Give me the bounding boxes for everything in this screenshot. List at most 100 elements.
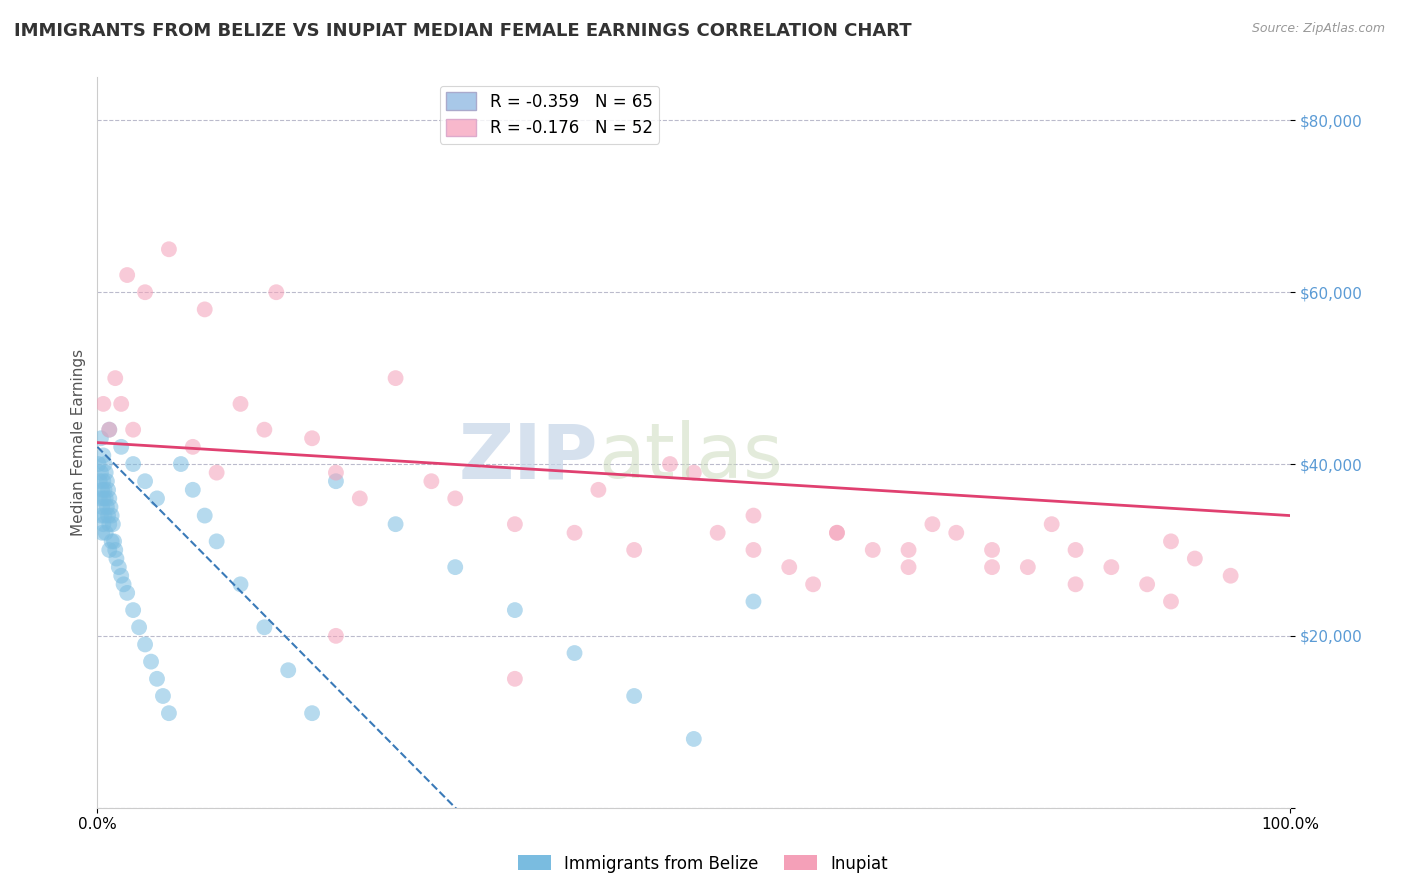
Point [110,440,132,454]
Point [98,423,121,437]
Point [103,534,125,549]
Point [110,397,132,411]
Point [1184,551,1206,566]
Point [1099,560,1122,574]
Point [778,560,800,574]
Point [100,508,122,523]
Point [90,431,112,445]
Point [921,517,943,532]
Point [96,474,118,488]
Point [98,491,121,506]
Point [325,629,347,643]
Point [325,474,347,488]
Point [1160,594,1182,608]
Point [1219,568,1241,582]
Point [682,466,704,480]
Point [122,423,145,437]
Point [134,474,156,488]
Point [194,302,217,317]
Legend: Immigrants from Belize, Inupiat: Immigrants from Belize, Inupiat [512,848,894,880]
Point [146,672,169,686]
Point [104,371,127,385]
Text: ZIP: ZIP [458,420,599,494]
Point [89,474,111,488]
Point [742,543,765,558]
Point [1136,577,1159,591]
Point [384,371,406,385]
Text: atlas: atlas [599,420,783,494]
Point [90,508,112,523]
Point [277,663,299,677]
Point [146,491,169,506]
Point [157,242,180,256]
Point [325,466,347,480]
Point [91,491,114,506]
Point [108,560,131,574]
Point [1160,534,1182,549]
Point [706,525,728,540]
Point [110,568,132,582]
Point [588,483,610,497]
Point [90,466,112,480]
Point [266,285,288,300]
Point [97,483,120,497]
Point [96,500,118,514]
Point [100,500,122,514]
Point [91,483,114,497]
Point [205,466,228,480]
Point [1017,560,1039,574]
Text: IMMIGRANTS FROM BELIZE VS INUPIAT MEDIAN FEMALE EARNINGS CORRELATION CHART: IMMIGRANTS FROM BELIZE VS INUPIAT MEDIAN… [14,22,911,40]
Point [91,474,114,488]
Point [115,586,138,600]
Point [384,517,406,532]
Point [1064,543,1087,558]
Point [122,603,145,617]
Point [825,525,848,540]
Point [104,543,127,558]
Point [897,560,920,574]
Point [862,543,884,558]
Point [93,508,115,523]
Point [564,525,586,540]
Point [444,560,467,574]
Point [623,543,645,558]
Point [945,525,967,540]
Point [93,457,115,471]
Point [1064,577,1087,591]
Point [87,457,110,471]
Point [564,646,586,660]
Point [115,268,138,282]
Point [301,706,323,721]
Point [742,594,765,608]
Point [94,491,117,506]
Point [623,689,645,703]
Point [94,466,117,480]
Point [91,525,114,540]
Point [682,731,704,746]
Point [101,517,124,532]
Point [981,560,1004,574]
Point [105,551,128,566]
Point [229,577,252,591]
Point [444,491,467,506]
Point [503,603,526,617]
Point [801,577,824,591]
Point [253,423,276,437]
Point [825,525,848,540]
Point [301,431,323,445]
Point [420,474,443,488]
Point [139,655,162,669]
Point [122,457,145,471]
Point [194,508,217,523]
Point [349,491,371,506]
Point [157,706,180,721]
Point [503,517,526,532]
Point [93,483,115,497]
Point [134,285,156,300]
Point [253,620,276,634]
Point [503,672,526,686]
Point [89,491,111,506]
Legend: R = -0.359   N = 65, R = -0.176   N = 52: R = -0.359 N = 65, R = -0.176 N = 52 [440,86,659,144]
Point [128,620,150,634]
Point [181,483,204,497]
